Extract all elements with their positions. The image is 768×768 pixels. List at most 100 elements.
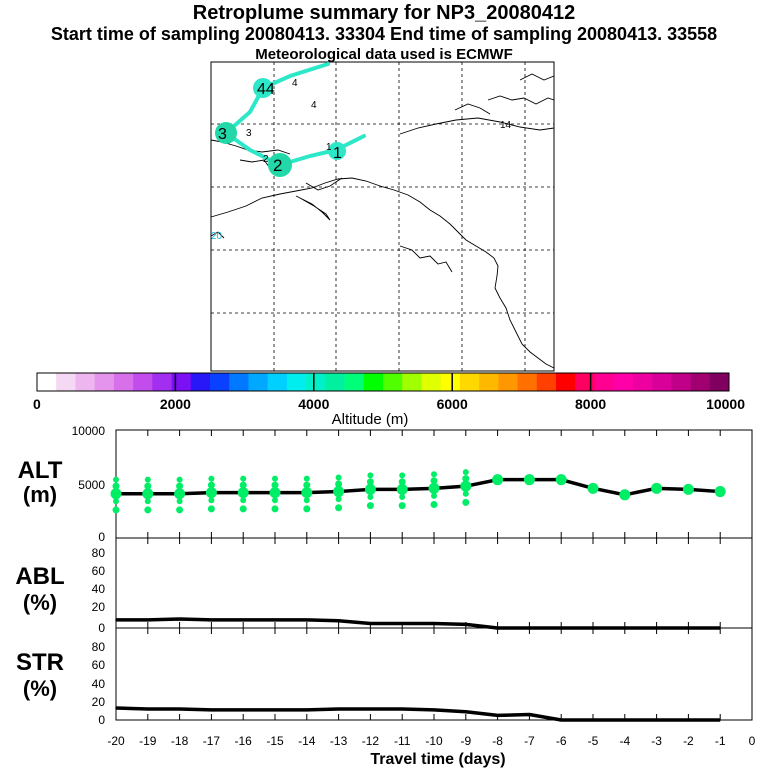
abl-ylabel: ABL xyxy=(15,563,64,590)
trajectory-marker xyxy=(215,122,237,144)
colorbar-swatch xyxy=(613,373,634,391)
colorbar-swatch xyxy=(363,373,384,391)
colorbar-swatch xyxy=(671,373,691,391)
str-data-point xyxy=(147,708,149,710)
colorbar-swatch xyxy=(113,373,134,391)
abl-data-point xyxy=(242,619,244,621)
trajectory-label: 4 xyxy=(311,100,317,111)
abl-ytick: 0 xyxy=(98,621,105,635)
plume-dot xyxy=(113,476,119,483)
plume-dot xyxy=(207,505,215,513)
colorbar-border xyxy=(36,372,730,392)
alt-data-point xyxy=(301,487,313,499)
plume-dot xyxy=(335,504,343,512)
abl-ytick: 80 xyxy=(92,546,106,560)
plume-dot xyxy=(398,478,406,486)
x-axis-ticks: -20 -19 -18 -17 -16 -15 -14 -13 -12 -11 -10 -9 -8 -7-… xyxy=(107,430,756,748)
plume-dot xyxy=(430,501,438,509)
str-data-point xyxy=(369,708,372,710)
colorbar-swatch xyxy=(133,373,153,391)
abl-data-point xyxy=(210,619,213,621)
plume-dot xyxy=(303,505,311,513)
x-tick-label: -10 xyxy=(425,734,443,748)
altitude-colorbar xyxy=(36,372,730,392)
x-tick-label: -20 xyxy=(107,734,125,748)
alt-data-point xyxy=(269,487,281,499)
abl-ytick: 60 xyxy=(92,564,106,578)
x-tick-label: -3 xyxy=(651,734,662,748)
alt-yunit: (m) xyxy=(23,482,57,507)
plume-dot xyxy=(208,497,215,504)
plume-dot xyxy=(431,471,437,478)
colorbar-label: Altitude (m) xyxy=(332,411,409,428)
plume-dot xyxy=(112,506,120,514)
trajectory-label: 44 xyxy=(257,81,275,98)
plume-dot xyxy=(144,482,152,490)
colorbar-swatch xyxy=(75,373,95,391)
plume-dot xyxy=(272,497,278,504)
x-tick-label: -1 xyxy=(715,734,726,748)
alt-data-point xyxy=(142,488,154,500)
trajectory-label: 14 xyxy=(500,120,512,131)
alt-data-point xyxy=(619,489,631,501)
alt-data-point xyxy=(651,482,663,494)
colorbar-ticks: 0 2000 4000 6000 8000 10000 xyxy=(33,396,745,412)
plume-dot xyxy=(176,476,183,483)
abl-data-point xyxy=(274,619,276,621)
colorbar-tick-label: 8000 xyxy=(575,396,606,412)
abl-data-point xyxy=(147,619,149,621)
alt-data-point xyxy=(428,482,440,494)
plume-dot xyxy=(113,498,119,505)
abl-series-line xyxy=(116,617,721,630)
x-tick-label: -17 xyxy=(203,734,221,748)
colorbar-swatch xyxy=(498,373,518,391)
str-series-line xyxy=(115,706,721,722)
colorbar-swatch xyxy=(171,373,192,391)
x-tick-label: -16 xyxy=(235,734,253,748)
abl-series xyxy=(115,617,721,630)
str-data-point xyxy=(210,709,213,711)
alt-series xyxy=(110,474,726,501)
abl-data-point xyxy=(115,619,117,621)
plume-dot xyxy=(176,498,183,505)
alt-ytick: 0 xyxy=(98,530,105,544)
trajectory-label: 1 xyxy=(326,142,332,153)
abl-panel-frame xyxy=(115,537,753,629)
colorbar-swatch xyxy=(229,373,249,391)
x-tick-label: -19 xyxy=(139,734,157,748)
colorbar-swatch xyxy=(248,373,268,391)
alt-data-point xyxy=(460,480,472,492)
colorbar-swatch xyxy=(632,373,653,391)
plume-dot xyxy=(335,496,342,503)
colorbar-swatch xyxy=(383,373,403,391)
plume-dot xyxy=(144,506,152,514)
colorbar-tick-label: 0 xyxy=(33,396,41,412)
colorbar-swatch xyxy=(652,373,672,391)
plume-dot xyxy=(303,497,310,504)
plume-dot xyxy=(462,469,469,476)
alt-data-point xyxy=(364,483,376,495)
x-tick-label: -2 xyxy=(683,734,694,748)
sampling-time-line: Start time of sampling 20080413. 33304 E… xyxy=(50,24,718,44)
x-tick-label: -9 xyxy=(460,734,471,748)
plume-dot xyxy=(208,475,215,482)
trajectory-label: 3 xyxy=(218,126,227,143)
str-ytick: 60 xyxy=(92,658,106,672)
colorbar-tick-label: 4000 xyxy=(298,396,329,412)
trajectory-label: 1 xyxy=(333,145,342,162)
colorbar-swatch xyxy=(440,373,461,391)
colorbar-swatch xyxy=(690,373,711,391)
alt-data-point xyxy=(555,474,567,486)
colorbar-swatch xyxy=(709,373,730,391)
alt-data-point xyxy=(333,486,345,498)
str-panel-frame xyxy=(115,627,753,721)
trajectory-label: 20 xyxy=(211,231,223,242)
alt-data-point xyxy=(587,482,599,494)
plume-dot xyxy=(431,492,437,499)
str-data-point xyxy=(115,707,117,709)
colorbar-swatch xyxy=(190,373,211,391)
plume-dot xyxy=(271,505,279,513)
colorbar-swatch xyxy=(56,373,76,391)
plume-dot xyxy=(303,475,310,482)
